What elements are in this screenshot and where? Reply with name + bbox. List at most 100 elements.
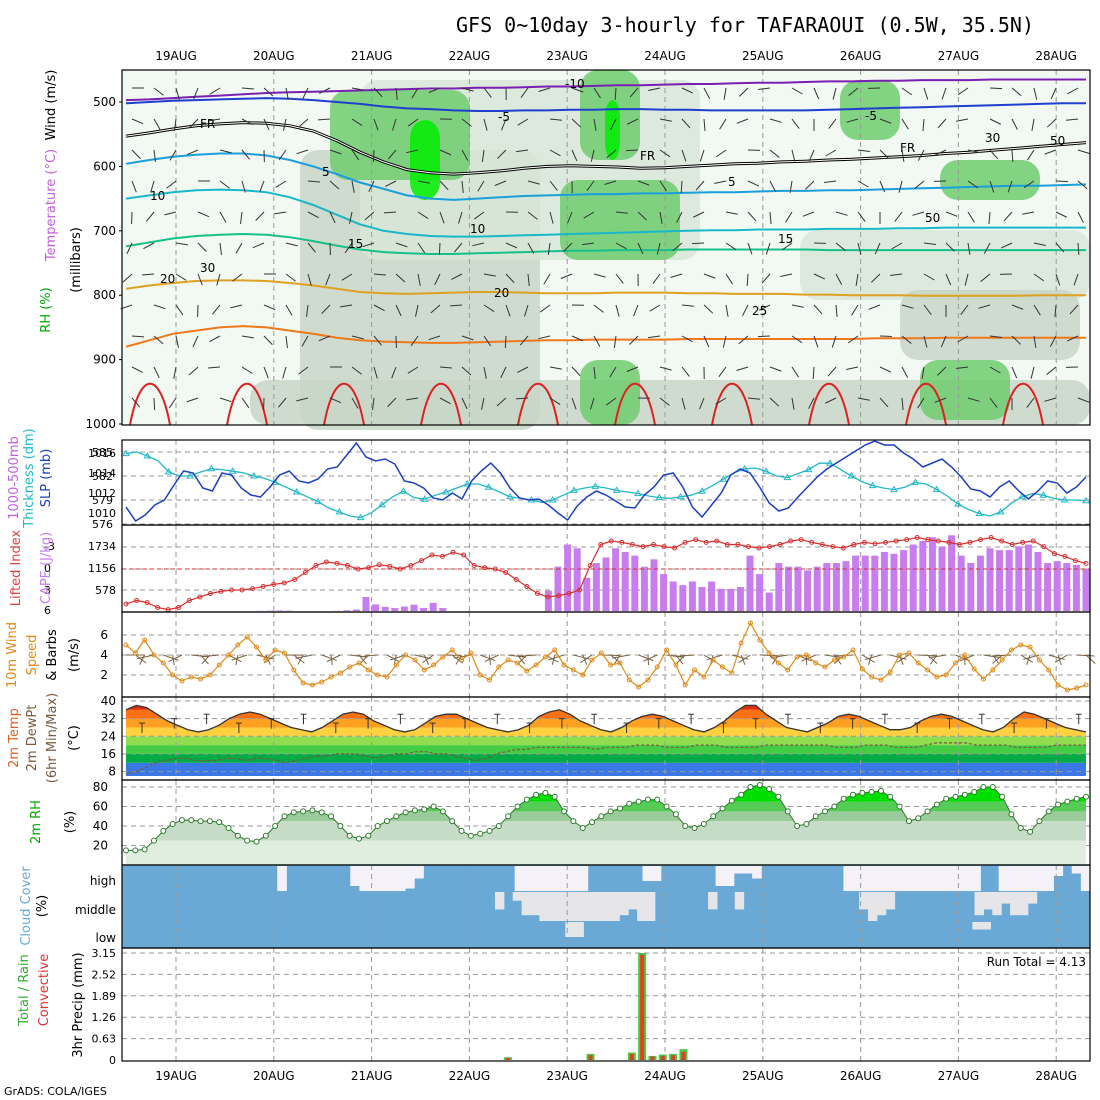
wind-barb <box>967 211 975 223</box>
cape-bar <box>928 537 936 611</box>
wind-speed-marker <box>235 642 241 648</box>
temp-tick: 32 <box>101 712 116 726</box>
temp-tick: 24 <box>101 729 116 743</box>
wind-barb <box>769 149 780 158</box>
wind-barb <box>428 335 441 341</box>
wind-barb <box>659 180 667 192</box>
rh-marker <box>868 788 875 795</box>
li-marker <box>661 544 667 550</box>
cloud-cell-high <box>277 866 287 891</box>
cloud-level-label: low <box>96 931 117 945</box>
wind-barb <box>825 149 837 157</box>
wind-barb-10m <box>1048 654 1065 661</box>
cloud-cell-high <box>1035 866 1045 891</box>
wind-barb <box>307 273 312 286</box>
wind-barb-10m <box>1076 654 1095 657</box>
cape-bar <box>544 590 552 611</box>
date-label-bottom: 26AUG <box>840 1069 882 1083</box>
wind-speed-marker <box>692 667 698 673</box>
wind-speed-marker <box>803 652 809 658</box>
cape-bar <box>640 566 648 611</box>
rh-marker <box>458 827 465 834</box>
wind-barb <box>406 397 419 401</box>
rh-marker <box>523 796 530 803</box>
rh-marker <box>272 823 279 829</box>
rh-marker <box>1064 798 1071 805</box>
wind-barb <box>901 397 904 410</box>
wind-barb <box>593 304 604 313</box>
precip-tick: 0 <box>109 1054 116 1067</box>
wind-speed-marker <box>654 664 660 670</box>
wind-barb <box>549 366 562 370</box>
y-tick-label: 800 <box>93 288 116 302</box>
li-marker <box>735 542 741 547</box>
li-marker <box>904 537 910 543</box>
wind-barb-10m <box>295 654 313 659</box>
li-marker <box>239 587 245 593</box>
rh-marker <box>1073 795 1080 802</box>
wind-barb <box>496 397 507 407</box>
wind-barb <box>835 304 838 317</box>
cloud-cell-high <box>523 866 534 891</box>
wind-barb <box>241 335 254 339</box>
contour-label: 30 <box>985 131 1000 145</box>
wind-speed-marker <box>953 660 959 666</box>
wind-barb <box>1055 180 1069 183</box>
wind-barb <box>659 149 671 158</box>
rh-marker <box>169 821 176 828</box>
wind-barb <box>219 211 227 223</box>
li-marker <box>714 538 720 544</box>
wind-speed-line <box>125 621 1087 691</box>
wind-barb <box>879 180 886 193</box>
temp2m-panel: 8 16 24 32 40 2m Temp 2m DewPt (6hr Min/Max) (°C… <box>7 693 1091 783</box>
isotherm-25 <box>125 325 1086 348</box>
wind-speed-marker <box>281 650 287 656</box>
wind-barb <box>505 242 518 249</box>
wind-barb <box>146 211 155 222</box>
isotherm-30-loop <box>420 382 462 426</box>
isotherm-30-loop <box>517 382 559 426</box>
wind-barb <box>901 118 909 130</box>
li-marker <box>587 563 593 568</box>
wind-barb <box>461 397 468 410</box>
wind-barb <box>344 242 353 254</box>
contour-label: 20 <box>494 286 509 300</box>
wind-speed-marker <box>505 657 511 663</box>
wind-barb <box>1022 211 1035 215</box>
wind-barb <box>131 180 137 193</box>
rh-marker <box>449 818 456 825</box>
axis-label-cloud-cover: Cloud Cover <box>19 866 34 946</box>
rh-marker <box>477 830 484 837</box>
dewpoint-line <box>125 742 1086 775</box>
wind-barb <box>808 149 815 162</box>
wind-barb <box>539 304 551 313</box>
rh-marker <box>244 837 251 844</box>
wind-barb <box>890 273 903 276</box>
wind-barb <box>263 87 274 97</box>
wind-barb <box>189 118 199 128</box>
wind-barb <box>285 273 296 282</box>
wind-barb <box>461 149 469 161</box>
cape-bar <box>420 608 428 611</box>
wind-barb <box>175 304 184 316</box>
wind-barb <box>547 242 551 255</box>
li-marker <box>482 565 488 571</box>
cape-bar <box>900 550 908 611</box>
cape-bar <box>372 604 380 611</box>
wind-barb <box>855 273 859 286</box>
wind-barb <box>967 180 979 189</box>
wind-barb <box>680 180 683 194</box>
wind-barb <box>212 304 221 315</box>
wind-barb <box>901 366 909 378</box>
rh-marker <box>915 815 922 822</box>
wind-barb <box>989 366 1001 374</box>
date-label-bottom: 20AUG <box>253 1069 295 1083</box>
li-marker <box>914 535 920 540</box>
cloud-cell-middle <box>1018 892 1029 916</box>
isotherm-30-loop <box>711 382 753 426</box>
wind-barb <box>914 180 925 189</box>
wind-barb <box>582 242 595 246</box>
cloud-cell-high <box>377 866 388 891</box>
rh-marker <box>346 832 353 839</box>
cloud-cell-high <box>642 866 653 881</box>
